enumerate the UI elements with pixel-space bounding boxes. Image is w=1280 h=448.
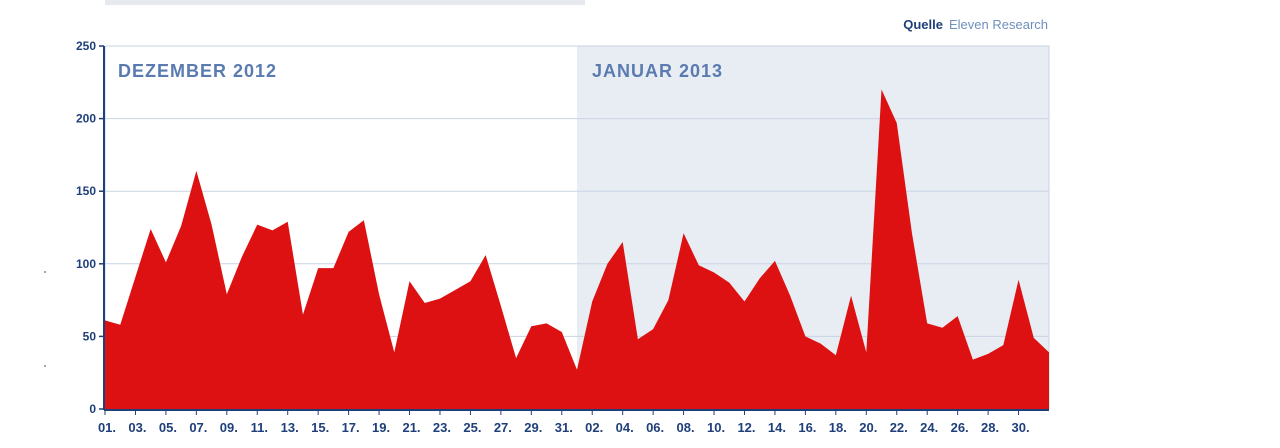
period-label-january: JANUAR 2013 xyxy=(592,61,723,81)
y-tick-label: 0 xyxy=(89,402,96,416)
x-tick-label: 03. xyxy=(128,420,146,435)
stray-dot xyxy=(44,271,46,273)
x-tick-label: 29. xyxy=(524,420,542,435)
x-tick-label: 17. xyxy=(342,420,360,435)
y-tick-label: 150 xyxy=(76,184,96,198)
source-name: Eleven Research xyxy=(949,17,1048,32)
period-label-december: DEZEMBER 2012 xyxy=(118,61,277,81)
x-tick-label: 18. xyxy=(829,420,847,435)
x-tick-label: 22. xyxy=(890,420,908,435)
y-tick-label: 100 xyxy=(76,257,96,271)
source-credit: Quelle Eleven Research xyxy=(903,17,1048,32)
y-tick-label: 200 xyxy=(76,112,96,126)
y-tick-label: 50 xyxy=(83,329,97,343)
x-tick-label: 01. xyxy=(98,420,116,435)
x-tick-label: 06. xyxy=(646,420,664,435)
x-tick-label: 10. xyxy=(707,420,725,435)
x-tick-label: 30. xyxy=(1012,420,1030,435)
top-crop-remnant xyxy=(105,0,585,5)
x-tick-label: 12. xyxy=(737,420,755,435)
x-tick-label: 04. xyxy=(616,420,634,435)
x-tick-label: 25. xyxy=(463,420,481,435)
x-tick-label: 11. xyxy=(251,420,268,435)
x-tick-label: 09. xyxy=(220,420,238,435)
x-tick-label: 13. xyxy=(281,420,299,435)
x-tick-label: 20. xyxy=(859,420,877,435)
x-tick-label: 05. xyxy=(159,420,177,435)
x-tick-label: 02. xyxy=(585,420,603,435)
source-label: Quelle xyxy=(903,17,943,32)
x-tick-label: 19. xyxy=(372,420,390,435)
x-tick-label: 15. xyxy=(311,420,329,435)
x-tick-label: 24. xyxy=(920,420,938,435)
x-tick-label: 23. xyxy=(433,420,451,435)
series-area xyxy=(105,89,1049,409)
x-tick-label: 28. xyxy=(981,420,999,435)
x-tick-label: 21. xyxy=(402,420,420,435)
x-tick-label: 31. xyxy=(555,420,573,435)
x-tick-label: 08. xyxy=(677,420,695,435)
y-tick-label: 250 xyxy=(76,39,96,53)
x-tick-label: 27. xyxy=(494,420,512,435)
x-tick-label: 14. xyxy=(768,420,786,435)
x-tick-label: 07. xyxy=(189,420,207,435)
x-tick-label: 26. xyxy=(951,420,969,435)
stray-dot xyxy=(44,365,46,367)
x-tick-label: 16. xyxy=(798,420,816,435)
